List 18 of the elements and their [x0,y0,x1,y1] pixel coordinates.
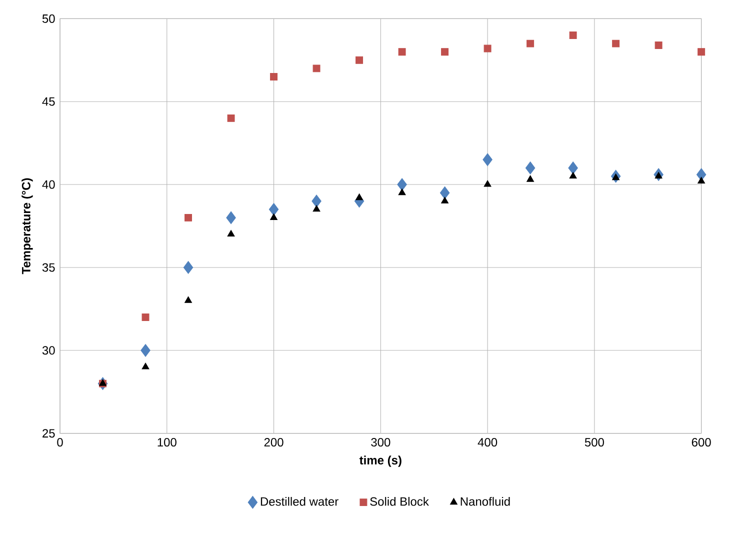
y-tick-label: 45 [42,97,55,106]
x-tick-label: 0 [57,438,63,447]
y-axis-title: Temperature (°C) [22,178,33,274]
y-tick-label: 50 [42,14,55,23]
y-tick-label: 25 [42,429,55,438]
x-tick-label: 400 [478,438,498,447]
x-tick-label: 300 [371,438,390,447]
legend-label: Destilled water [260,496,338,506]
x-tick-label: 500 [584,438,604,447]
x-tick-label: 600 [692,438,711,447]
x-tick-label: 100 [158,438,176,447]
x-axis-title: time (s) [359,456,402,467]
legend-label: Solid Block [370,496,429,506]
y-tick-label: 40 [42,180,55,189]
y-tick-label: 35 [42,263,55,272]
legend-label: Nanofluid [460,496,510,506]
y-tick-label: 30 [42,346,55,355]
x-tick-label: 200 [264,438,284,447]
